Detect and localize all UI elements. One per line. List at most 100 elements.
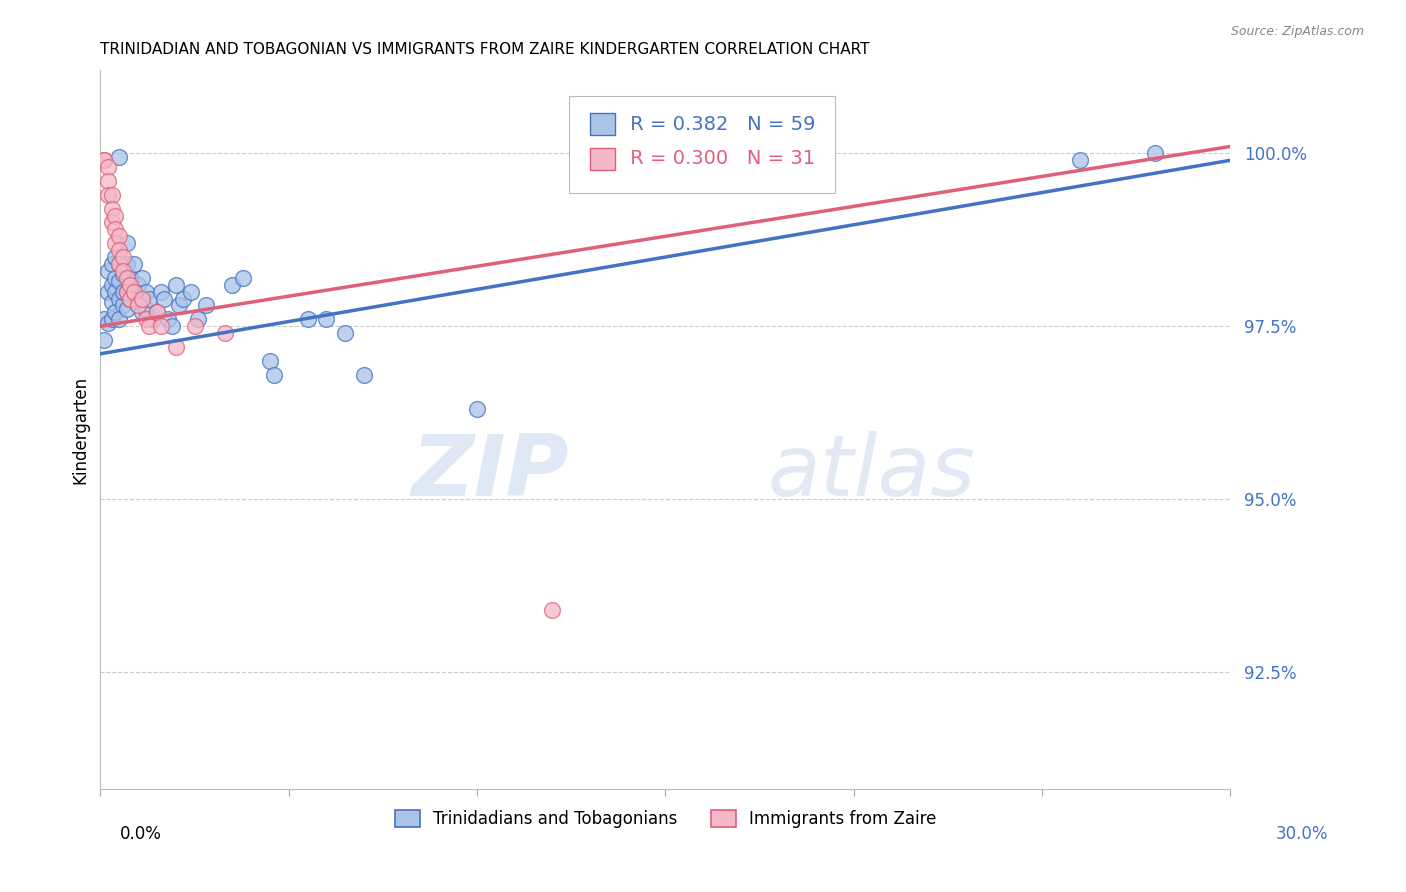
Point bbox=[115, 301, 138, 316]
Point bbox=[108, 150, 131, 164]
Point bbox=[263, 368, 285, 382]
FancyBboxPatch shape bbox=[589, 113, 614, 136]
Point bbox=[100, 215, 122, 229]
Point bbox=[100, 312, 122, 326]
Point bbox=[232, 270, 254, 285]
Point bbox=[111, 285, 134, 299]
Point bbox=[97, 285, 120, 299]
Point bbox=[104, 236, 127, 251]
Point bbox=[104, 270, 127, 285]
Point bbox=[157, 312, 180, 326]
Point bbox=[108, 243, 131, 257]
Text: TRINIDADIAN AND TOBAGONIAN VS IMMIGRANTS FROM ZAIRE KINDERGARTEN CORRELATION CHA: TRINIDADIAN AND TOBAGONIAN VS IMMIGRANTS… bbox=[100, 42, 870, 57]
Point bbox=[135, 312, 157, 326]
Point bbox=[214, 326, 236, 340]
Point bbox=[115, 285, 138, 299]
Point bbox=[127, 277, 149, 292]
Point bbox=[1144, 146, 1167, 161]
Point bbox=[335, 326, 357, 340]
Point bbox=[183, 319, 205, 334]
Point bbox=[353, 368, 375, 382]
Point bbox=[131, 305, 153, 319]
Point bbox=[104, 285, 127, 299]
Point bbox=[104, 209, 127, 223]
Point bbox=[100, 277, 122, 292]
Point bbox=[127, 298, 149, 312]
Point bbox=[465, 402, 488, 417]
Point bbox=[104, 305, 127, 319]
Point bbox=[111, 298, 134, 312]
Point bbox=[122, 285, 145, 299]
Point bbox=[221, 277, 243, 292]
Text: Source: ZipAtlas.com: Source: ZipAtlas.com bbox=[1230, 25, 1364, 38]
Point bbox=[97, 316, 120, 330]
Point bbox=[120, 292, 142, 306]
Point bbox=[153, 292, 176, 306]
Point bbox=[108, 257, 131, 271]
Point bbox=[120, 277, 142, 292]
Point bbox=[108, 292, 131, 306]
Point bbox=[100, 295, 122, 310]
Point bbox=[93, 312, 115, 326]
Text: R = 0.300   N = 31: R = 0.300 N = 31 bbox=[624, 149, 814, 169]
Point bbox=[138, 319, 160, 334]
Point bbox=[180, 285, 202, 299]
Point bbox=[108, 257, 131, 271]
Point bbox=[142, 312, 165, 326]
Point bbox=[97, 160, 120, 174]
Point bbox=[138, 292, 160, 306]
FancyBboxPatch shape bbox=[589, 148, 614, 169]
Point bbox=[131, 292, 153, 306]
Point bbox=[120, 292, 142, 306]
Point bbox=[108, 312, 131, 326]
Legend: Trinidadians and Tobagonians, Immigrants from Zaire: Trinidadians and Tobagonians, Immigrants… bbox=[388, 804, 943, 835]
Point bbox=[93, 333, 115, 347]
Text: 30.0%: 30.0% bbox=[1277, 825, 1329, 843]
Point bbox=[541, 602, 564, 616]
Text: ZIP: ZIP bbox=[412, 432, 569, 515]
Point bbox=[169, 298, 191, 312]
FancyBboxPatch shape bbox=[569, 95, 835, 193]
Point bbox=[172, 292, 194, 306]
Point bbox=[111, 268, 134, 282]
Point bbox=[115, 257, 138, 271]
Point bbox=[315, 312, 337, 326]
Point bbox=[297, 312, 319, 326]
Point bbox=[146, 305, 169, 319]
Point bbox=[104, 250, 127, 264]
Text: R = 0.382   N = 59: R = 0.382 N = 59 bbox=[624, 115, 815, 134]
Point bbox=[146, 305, 169, 319]
Text: 0.0%: 0.0% bbox=[120, 825, 162, 843]
Point bbox=[108, 274, 131, 288]
Point bbox=[149, 319, 172, 334]
Point bbox=[93, 153, 115, 168]
Point bbox=[97, 174, 120, 188]
Point bbox=[122, 285, 145, 299]
Point bbox=[115, 236, 138, 251]
Point bbox=[259, 353, 281, 368]
Point bbox=[108, 229, 131, 244]
Point bbox=[127, 298, 149, 312]
Point bbox=[160, 319, 183, 334]
Point bbox=[111, 264, 134, 278]
Point bbox=[1069, 153, 1091, 168]
Point bbox=[187, 312, 209, 326]
Point bbox=[131, 270, 153, 285]
Point bbox=[120, 270, 142, 285]
Point bbox=[100, 187, 122, 202]
Point bbox=[165, 340, 187, 354]
Y-axis label: Kindergarten: Kindergarten bbox=[72, 376, 89, 483]
Point bbox=[100, 202, 122, 216]
Point bbox=[93, 153, 115, 168]
Point bbox=[122, 257, 145, 271]
Point bbox=[111, 250, 134, 264]
Point bbox=[149, 285, 172, 299]
Text: atlas: atlas bbox=[768, 432, 976, 515]
Point bbox=[135, 301, 157, 316]
Point bbox=[165, 277, 187, 292]
Point bbox=[194, 298, 217, 312]
Point bbox=[104, 222, 127, 236]
Point bbox=[100, 257, 122, 271]
Point bbox=[97, 264, 120, 278]
Point bbox=[135, 285, 157, 299]
